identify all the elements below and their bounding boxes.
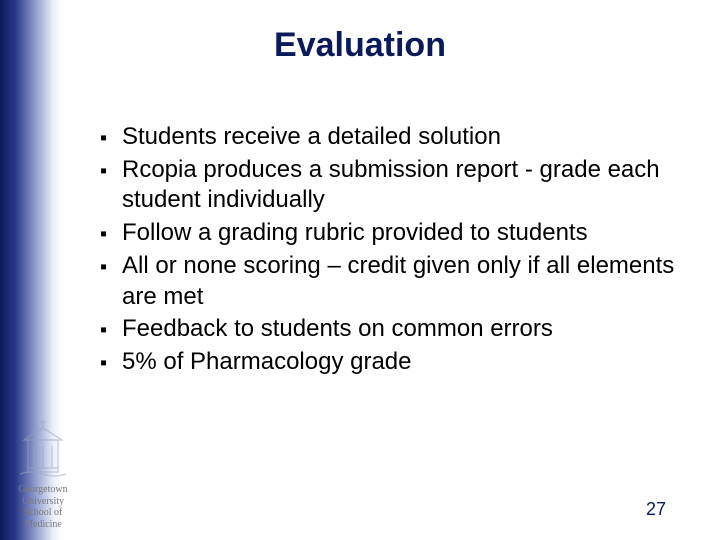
square-bullet-icon: ▪ [100, 222, 122, 248]
bullet-text: Students receive a detailed solution [122, 122, 690, 153]
square-bullet-icon: ▪ [100, 351, 122, 377]
square-bullet-icon: ▪ [100, 126, 122, 152]
square-bullet-icon: ▪ [100, 318, 122, 344]
footer-line: Georgetown [2, 484, 84, 496]
square-bullet-icon: ▪ [100, 255, 122, 281]
bullet-list: ▪ Students receive a detailed solution ▪… [100, 122, 690, 380]
bullet-text: All or none scoring – credit given only … [122, 251, 690, 312]
institution-logo-icon [14, 418, 72, 482]
bullet-text: Follow a grading rubric provided to stud… [122, 218, 690, 249]
list-item: ▪ 5% of Pharmacology grade [100, 347, 690, 378]
institution-footer: Georgetown University School of Medicine [2, 484, 84, 530]
bullet-text: Feedback to students on common errors [122, 314, 690, 345]
list-item: ▪ Follow a grading rubric provided to st… [100, 218, 690, 249]
bullet-text: 5% of Pharmacology grade [122, 347, 690, 378]
page-number: 27 [646, 499, 666, 520]
footer-line: Medicine [2, 519, 84, 531]
square-bullet-icon: ▪ [100, 159, 122, 185]
bullet-text: Rcopia produces a submission report - gr… [122, 155, 690, 216]
footer-line: School of [2, 507, 84, 519]
list-item: ▪ Students receive a detailed solution [100, 122, 690, 153]
footer-line: University [2, 496, 84, 508]
slide-title: Evaluation [0, 26, 720, 65]
list-item: ▪ All or none scoring – credit given onl… [100, 251, 690, 312]
list-item: ▪ Rcopia produces a submission report - … [100, 155, 690, 216]
list-item: ▪ Feedback to students on common errors [100, 314, 690, 345]
